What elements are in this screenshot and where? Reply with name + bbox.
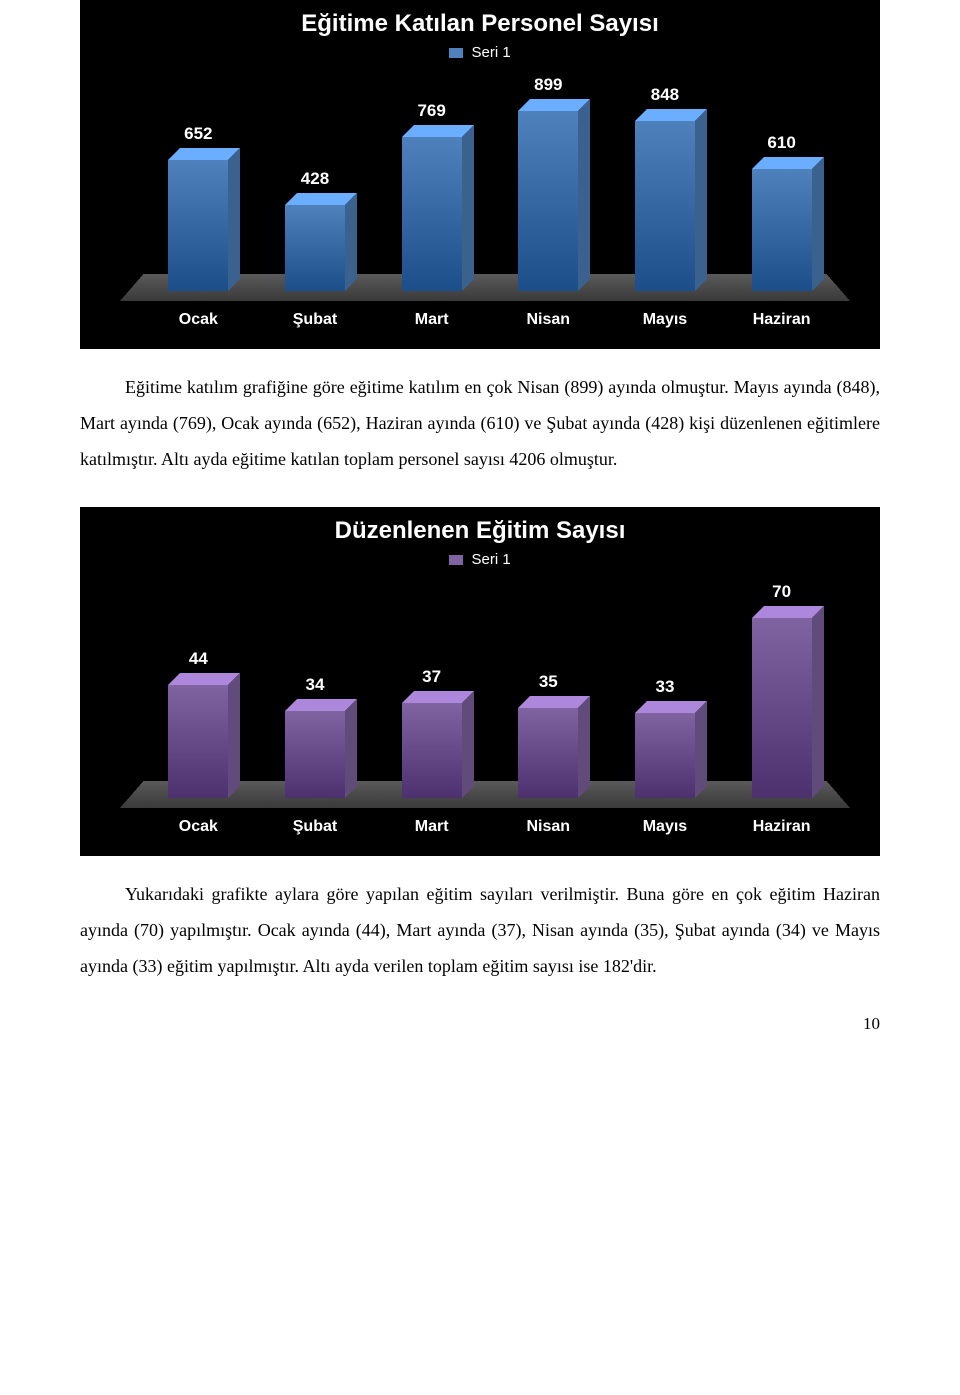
bar-front-face: [402, 137, 462, 291]
chart-personnel: Eğitime Katılan Personel Sayısı Seri 1 6…: [80, 0, 880, 349]
bar: [285, 699, 345, 798]
bar-side-face: [345, 193, 357, 291]
bar-group: 35: [503, 672, 593, 798]
bar-front-face: [285, 205, 345, 291]
bar-group: 44: [153, 649, 243, 798]
bar-front-face: [635, 713, 695, 798]
bar-front-face: [752, 618, 812, 798]
bar-front-face: [635, 121, 695, 291]
bar-side-face: [578, 696, 590, 798]
bar-value-label: 44: [189, 649, 208, 669]
legend-label: Seri 1: [471, 44, 510, 61]
paragraph-training-count: Yukarıdaki grafikte aylara göre yapılan …: [80, 876, 880, 984]
bar-side-face: [462, 691, 474, 798]
chart-legend: Seri 1: [100, 44, 860, 61]
bar-side-face: [695, 109, 707, 291]
bar-value-label: 652: [184, 124, 212, 144]
bar-group: 610: [737, 133, 827, 291]
bar-group: 652: [153, 124, 243, 291]
bar: [402, 125, 462, 291]
bar-front-face: [168, 685, 228, 798]
bar: [168, 148, 228, 291]
bar: [168, 673, 228, 798]
bar-side-face: [695, 701, 707, 798]
page-number: 10: [80, 1014, 880, 1034]
bar-value-label: 610: [767, 133, 795, 153]
bar-value-label: 34: [306, 675, 325, 695]
bar: [635, 701, 695, 798]
bar-value-label: 428: [301, 169, 329, 189]
bar-front-face: [168, 160, 228, 291]
bar-value-label: 33: [655, 677, 674, 697]
bar-front-face: [752, 169, 812, 291]
bar-front-face: [518, 708, 578, 798]
bar-group: 848: [620, 85, 710, 291]
bar-value-label: 37: [422, 667, 441, 687]
bar-front-face: [285, 711, 345, 798]
plot-area: 44 34 37 35 33 70: [140, 578, 840, 838]
bar: [402, 691, 462, 798]
chart-legend: Seri 1: [100, 551, 860, 568]
bar-front-face: [402, 703, 462, 798]
legend-swatch-icon: [449, 48, 463, 58]
bar: [518, 696, 578, 798]
document-page: Eğitime Katılan Personel Sayısı Seri 1 6…: [0, 0, 960, 1064]
bar-group: 34: [270, 675, 360, 798]
legend-swatch-icon: [449, 555, 463, 565]
bar-group: 33: [620, 677, 710, 798]
bar-value-label: 848: [651, 85, 679, 105]
bar-group: 899: [503, 75, 593, 291]
bar-value-label: 35: [539, 672, 558, 692]
bar-group: 769: [387, 101, 477, 291]
bar: [752, 606, 812, 798]
bar-value-label: 70: [772, 582, 791, 602]
bar-side-face: [812, 157, 824, 291]
bar-side-face: [228, 148, 240, 291]
bar-group: 70: [737, 582, 827, 798]
bar: [752, 157, 812, 291]
chart-title: Eğitime Katılan Personel Sayısı: [100, 10, 860, 38]
bar-front-face: [518, 111, 578, 291]
plot-area: 652 428 769 899 848 610: [140, 71, 840, 331]
paragraph-personnel: Eğitime katılım grafiğine göre eğitime k…: [80, 369, 880, 477]
bar-group: 428: [270, 169, 360, 291]
bar: [285, 193, 345, 291]
bar-group: 37: [387, 667, 477, 798]
bar-side-face: [228, 673, 240, 798]
bar-value-label: 899: [534, 75, 562, 95]
bar: [635, 109, 695, 291]
chart-title: Düzenlenen Eğitim Sayısı: [100, 517, 860, 545]
chart-training-count: Düzenlenen Eğitim Sayısı Seri 1 44 34 37 35…: [80, 507, 880, 856]
bar: [518, 99, 578, 291]
bar-side-face: [578, 99, 590, 291]
bar-side-face: [812, 606, 824, 798]
bar-side-face: [345, 699, 357, 798]
legend-label: Seri 1: [471, 551, 510, 568]
bar-value-label: 769: [417, 101, 445, 121]
bar-side-face: [462, 125, 474, 291]
